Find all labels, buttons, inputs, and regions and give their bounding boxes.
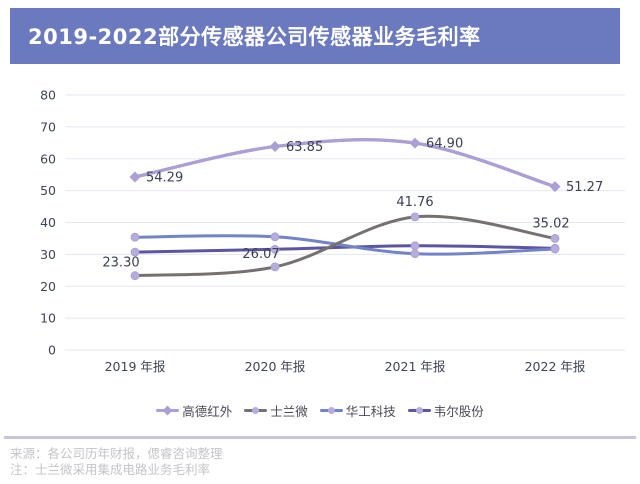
data-point [550, 233, 560, 243]
data-point [130, 232, 140, 242]
legend-line-icon [244, 406, 268, 414]
legend-item-huagong-tech[interactable]: 华工科技 [319, 401, 396, 420]
data-label: 41.76 [396, 195, 433, 210]
data-labels-士兰微: 23.30 26.07 41.76 35.02 [102, 195, 569, 271]
data-point-diamond [409, 137, 421, 149]
legend-label: 韦尔股份 [433, 403, 484, 419]
y-tick-label: 60 [40, 151, 56, 166]
legend-line-icon [156, 405, 180, 415]
title-banner: 2019-2022部分传感器公司传感器业务毛利率 [10, 8, 620, 64]
data-label: 63.85 [286, 140, 323, 155]
legend-line-icon [407, 406, 431, 414]
data-note: 注：士兰微采用集成电路业务毛利率 [10, 462, 211, 477]
y-axis-labels: 0 10 20 30 40 50 60 70 80 [40, 88, 56, 358]
diamond-marker-icon [162, 405, 173, 415]
data-label: 35.02 [532, 216, 569, 231]
x-tick-label: 2020 年报 [245, 359, 306, 374]
y-tick-label: 30 [40, 247, 56, 262]
data-label: 26.07 [242, 247, 279, 262]
data-point [130, 271, 140, 281]
source-note: 来源：各公司历年财报，偲睿咨询整理 [10, 446, 223, 461]
legend-label: 士兰微 [270, 403, 308, 419]
y-tick-label: 80 [40, 88, 56, 103]
x-axis-labels: 2019 年报 2020 年报 2021 年报 2022 年报 [105, 359, 586, 374]
data-point-diamond [269, 141, 281, 152]
data-labels-高德红外: 54.29 63.85 64.90 51.27 [146, 137, 603, 195]
circle-marker-icon [327, 406, 335, 414]
legend-item-silan-micro[interactable]: 士兰微 [244, 401, 308, 420]
data-point [410, 249, 420, 259]
circle-marker-icon [415, 406, 423, 414]
y-tick-label: 0 [48, 343, 56, 358]
data-point [410, 212, 420, 222]
y-tick-label: 50 [40, 183, 56, 198]
data-point-diamond [549, 181, 561, 193]
legend-item-gaode-hongwai[interactable]: 高德红外 [156, 401, 232, 420]
circle-marker-icon [252, 406, 260, 414]
series-高德红外 [129, 137, 561, 193]
data-point [410, 241, 420, 251]
data-point-diamond [129, 171, 141, 183]
data-point [270, 232, 280, 242]
legend-label: 高德红外 [182, 403, 233, 419]
x-tick-label: 2022 年报 [525, 359, 586, 374]
series-韦尔股份 [130, 241, 560, 257]
y-tick-label: 20 [40, 279, 56, 294]
y-tick-label: 70 [40, 119, 56, 134]
legend-line-icon [319, 406, 343, 414]
series-华工科技 [130, 232, 560, 259]
footer-divider [4, 436, 636, 439]
data-point [130, 247, 140, 257]
data-label: 51.27 [566, 180, 603, 195]
data-label: 54.29 [146, 170, 183, 185]
chart-legend: 高德红外 士兰微 华工科技 韦尔股份 [0, 401, 640, 420]
data-point [270, 262, 280, 272]
legend-item-weier-shares[interactable]: 韦尔股份 [407, 401, 484, 420]
data-point [550, 244, 560, 254]
x-tick-label: 2019 年报 [105, 359, 166, 374]
data-label: 64.90 [426, 137, 463, 152]
y-tick-label: 40 [40, 215, 56, 230]
series-士兰微 [130, 212, 560, 281]
legend-label: 华工科技 [345, 403, 396, 419]
grid-lines [65, 94, 625, 351]
y-tick-label: 10 [40, 311, 56, 326]
chart-title: 2019-2022部分传感器公司传感器业务毛利率 [28, 25, 481, 49]
x-tick-label: 2021 年报 [385, 359, 446, 374]
data-point [270, 244, 280, 254]
data-label: 23.30 [102, 256, 139, 271]
